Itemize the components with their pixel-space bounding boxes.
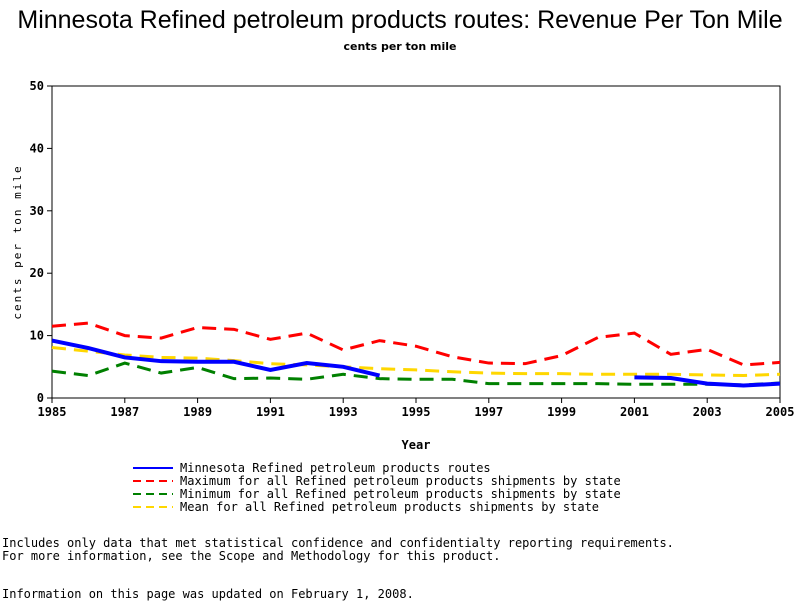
x-tick-label: 1991 (256, 405, 285, 419)
legend-label: Maximum for all Refined petroleum produc… (180, 474, 621, 488)
series-line-3 (51, 345, 781, 378)
series-lines (51, 321, 781, 388)
x-tick-label: 1989 (183, 405, 212, 419)
legend-label: Mean for all Refined petroleum products … (180, 500, 599, 514)
legend-label: Minnesota Refined petroleum products rou… (180, 461, 491, 475)
y-tick-label: 20 (30, 266, 44, 280)
x-tick-label: 1995 (402, 405, 431, 419)
x-tick-label: 2003 (693, 405, 722, 419)
y-tick-label: 0 (37, 391, 44, 405)
x-tick-label: 1997 (474, 405, 503, 419)
series-line-0 (634, 375, 781, 388)
update-note: Information on this page was updated on … (2, 587, 414, 601)
series-line-1 (51, 321, 781, 367)
y-axis-label: cents per ton mile (11, 164, 24, 319)
chart-title: Minnesota Refined petroleum products rou… (17, 6, 783, 34)
x-tick-label: 2001 (620, 405, 649, 419)
y-tick-label: 50 (30, 79, 44, 93)
methodology-note: For more information, see the Scope and … (2, 549, 501, 563)
y-axis-ticks: 0 10 20 30 40 50 (30, 79, 52, 405)
y-tick-label: 10 (30, 329, 44, 343)
confidence-note: Includes only data that met statistical … (2, 536, 674, 550)
chart-subtitle: cents per ton mile (343, 40, 457, 53)
series-line-0 (51, 338, 381, 378)
legend-label: Minimum for all Refined petroleum produc… (180, 487, 621, 501)
x-axis-label: Year (402, 438, 431, 452)
x-tick-label: 1999 (547, 405, 576, 419)
plot-frame (51, 85, 781, 399)
x-tick-label: 2005 (766, 405, 795, 419)
x-tick-label: 1993 (329, 405, 358, 419)
y-tick-label: 30 (30, 204, 44, 218)
x-tick-label: 1985 (38, 405, 67, 419)
x-tick-label: 1987 (110, 405, 139, 419)
x-axis-ticks: 1985 1987 1989 1991 1993 1995 1997 1999 2001 2003… (38, 398, 795, 419)
y-tick-label: 40 (30, 141, 44, 155)
legend: Minnesota Refined petroleum products rou… (133, 461, 621, 514)
